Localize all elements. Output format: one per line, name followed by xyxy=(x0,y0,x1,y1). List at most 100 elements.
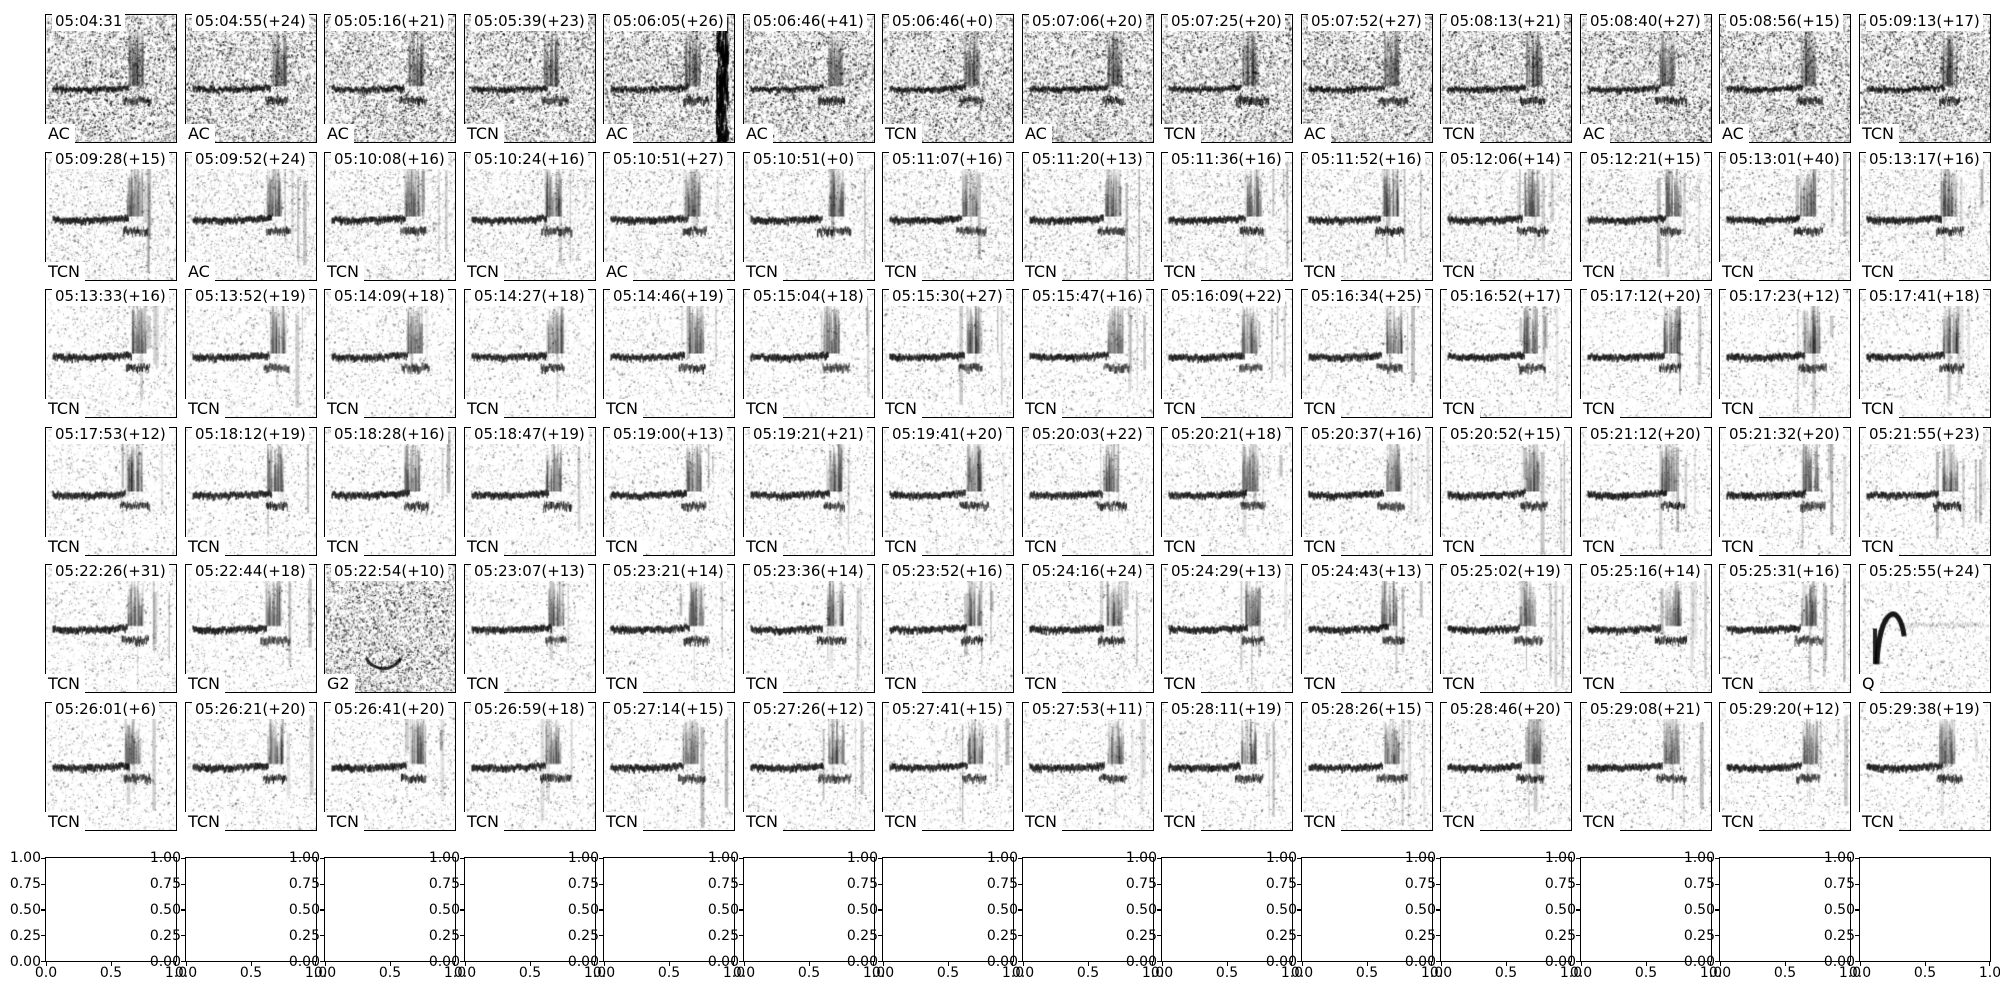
spectrogram-image xyxy=(744,428,874,555)
y-tick-label: 0.00 xyxy=(9,954,41,970)
spectrogram-panel: 05:23:07(+13) TCN xyxy=(464,562,596,694)
spectrogram-panel: 05:20:03(+22) TCN xyxy=(1022,425,1154,557)
spectrogram-image xyxy=(186,290,316,417)
timestamp-label: 05:06:46(+41) xyxy=(750,12,867,32)
spectrogram-image xyxy=(1023,703,1153,830)
y-tick-label: 0.50 xyxy=(1404,902,1436,918)
classifier-label: TCN xyxy=(603,812,643,832)
empty-axes-panel: 1.00 0.75 0.50 0.25 0.00 0.0 0.5 1.0 xyxy=(1684,850,1861,981)
spectrogram-image xyxy=(1581,153,1711,280)
timestamp-label: 05:10:51(+0) xyxy=(750,150,858,170)
classifier-label: TCN xyxy=(1859,812,1899,832)
x-tick-mark xyxy=(604,961,606,966)
spectrogram-panel: 05:22:44(+18) TCN xyxy=(185,562,317,694)
y-tick-label: 0.50 xyxy=(1823,902,1855,918)
spectrogram-panel: 05:25:16(+14) TCN xyxy=(1580,562,1712,694)
y-tick-label: 0.75 xyxy=(707,876,739,892)
y-tick-mark xyxy=(878,883,883,885)
spectrogram-image xyxy=(1860,153,1990,280)
spectrogram-image xyxy=(1441,565,1571,692)
classifier-label: TCN xyxy=(1859,124,1899,144)
x-tick-mark xyxy=(1988,961,1990,966)
x-tick-label: 0.0 xyxy=(313,965,337,981)
spectrogram-image xyxy=(1302,428,1432,555)
spectrogram-image xyxy=(604,153,734,280)
y-tick-label: 0.75 xyxy=(9,876,41,892)
classifier-label: TCN xyxy=(1161,399,1201,419)
y-tick-mark xyxy=(1436,883,1441,885)
spectrogram-image xyxy=(325,428,455,555)
classifier-label: TCN xyxy=(1440,674,1480,694)
spectrogram-panel: 05:09:28(+15) TCN xyxy=(45,150,177,282)
x-tick-label: 1.0 xyxy=(304,965,328,981)
y-tick-label: 0.25 xyxy=(1265,928,1297,944)
spectrogram-panel: 05:17:23(+12) TCN xyxy=(1719,287,1851,419)
y-tick-label: 0.25 xyxy=(9,928,41,944)
x-tick-label: 0.5 xyxy=(797,965,821,981)
empty-axes-panel: 1.00 0.75 0.50 0.25 0.00 0.0 0.5 1.0 xyxy=(289,850,466,981)
x-tick-mark xyxy=(1302,961,1304,966)
timestamp-label: 05:27:14(+15) xyxy=(610,700,727,720)
spectrogram-panel: 05:17:53(+12) TCN xyxy=(45,425,177,557)
classifier-label: TCN xyxy=(1301,537,1341,557)
spectrogram-panel: 05:07:52(+27) AC xyxy=(1301,12,1433,144)
x-tick-mark xyxy=(1023,961,1025,966)
spectrogram-panel: 05:21:32(+20) TCN xyxy=(1719,425,1851,557)
classifier-label: TCN xyxy=(1440,399,1480,419)
x-tick-mark xyxy=(1290,961,1292,966)
y-tick-label: 0.50 xyxy=(149,902,181,918)
x-tick-mark xyxy=(1441,961,1443,966)
timestamp-label: 05:05:16(+21) xyxy=(331,12,448,32)
y-tick-mark xyxy=(1855,935,1860,937)
classifier-label: TCN xyxy=(1022,399,1062,419)
x-tick-mark xyxy=(593,961,595,966)
x-tick-label: 0.5 xyxy=(936,965,960,981)
y-tick-mark xyxy=(878,960,883,962)
y-tick-mark xyxy=(739,909,744,911)
y-tick-label: 0.25 xyxy=(149,928,181,944)
classifier-label: AC xyxy=(1719,124,1749,144)
y-tick-mark xyxy=(181,858,186,860)
classifier-label: TCN xyxy=(464,124,504,144)
classifier-label: AC xyxy=(45,124,75,144)
timestamp-label: 05:29:08(+21) xyxy=(1587,700,1704,720)
x-tick-label: 0.0 xyxy=(871,965,895,981)
spectrogram-image xyxy=(325,15,455,142)
classifier-label: TCN xyxy=(1719,399,1759,419)
timestamp-label: 05:28:11(+19) xyxy=(1168,700,1285,720)
spectrogram-image xyxy=(1581,290,1711,417)
timestamp-label: 05:27:26(+12) xyxy=(750,700,867,720)
spectrogram-panel: 05:27:14(+15) TCN xyxy=(603,700,735,832)
classifier-label: TCN xyxy=(324,537,364,557)
y-tick-mark xyxy=(1715,909,1720,911)
spectrogram-panel: 05:15:30(+27) TCN xyxy=(882,287,1014,419)
classifier-label: TCN xyxy=(743,674,783,694)
spectrogram-panel: 05:05:39(+23) TCN xyxy=(464,12,596,144)
x-tick-label: 0.5 xyxy=(99,965,123,981)
empty-axes-panel: 1.00 0.75 0.50 0.25 0.00 0.0 0.5 1.0 xyxy=(1824,850,2000,981)
x-tick-mark xyxy=(1162,961,1164,966)
x-tick-label: 1.0 xyxy=(1001,965,1025,981)
spectrogram-image xyxy=(1441,153,1571,280)
y-tick-mark xyxy=(1018,909,1023,911)
timestamp-label: 05:09:28(+15) xyxy=(52,150,169,170)
y-tick-label: 1.00 xyxy=(567,850,599,866)
timestamp-label: 05:29:20(+12) xyxy=(1726,700,1843,720)
spectrogram-image xyxy=(1860,428,1990,555)
spectrogram-image xyxy=(465,153,595,280)
spectrogram-image xyxy=(604,15,734,142)
timestamp-label: 05:24:29(+13) xyxy=(1168,562,1285,582)
classifier-label: TCN xyxy=(45,674,85,694)
y-tick-label: 0.50 xyxy=(9,902,41,918)
x-tick-mark xyxy=(1646,961,1648,966)
classifier-label: TCN xyxy=(1161,262,1201,282)
x-tick-mark xyxy=(465,961,467,966)
timestamp-label: 05:06:05(+26) xyxy=(610,12,727,32)
x-tick-label: 0.5 xyxy=(1215,965,1239,981)
spectrogram-image xyxy=(1023,153,1153,280)
classifier-label: TCN xyxy=(1022,537,1062,557)
timestamp-label: 05:04:55(+24) xyxy=(192,12,309,32)
spectrogram-image xyxy=(1720,703,1850,830)
spectrogram-image xyxy=(1302,153,1432,280)
